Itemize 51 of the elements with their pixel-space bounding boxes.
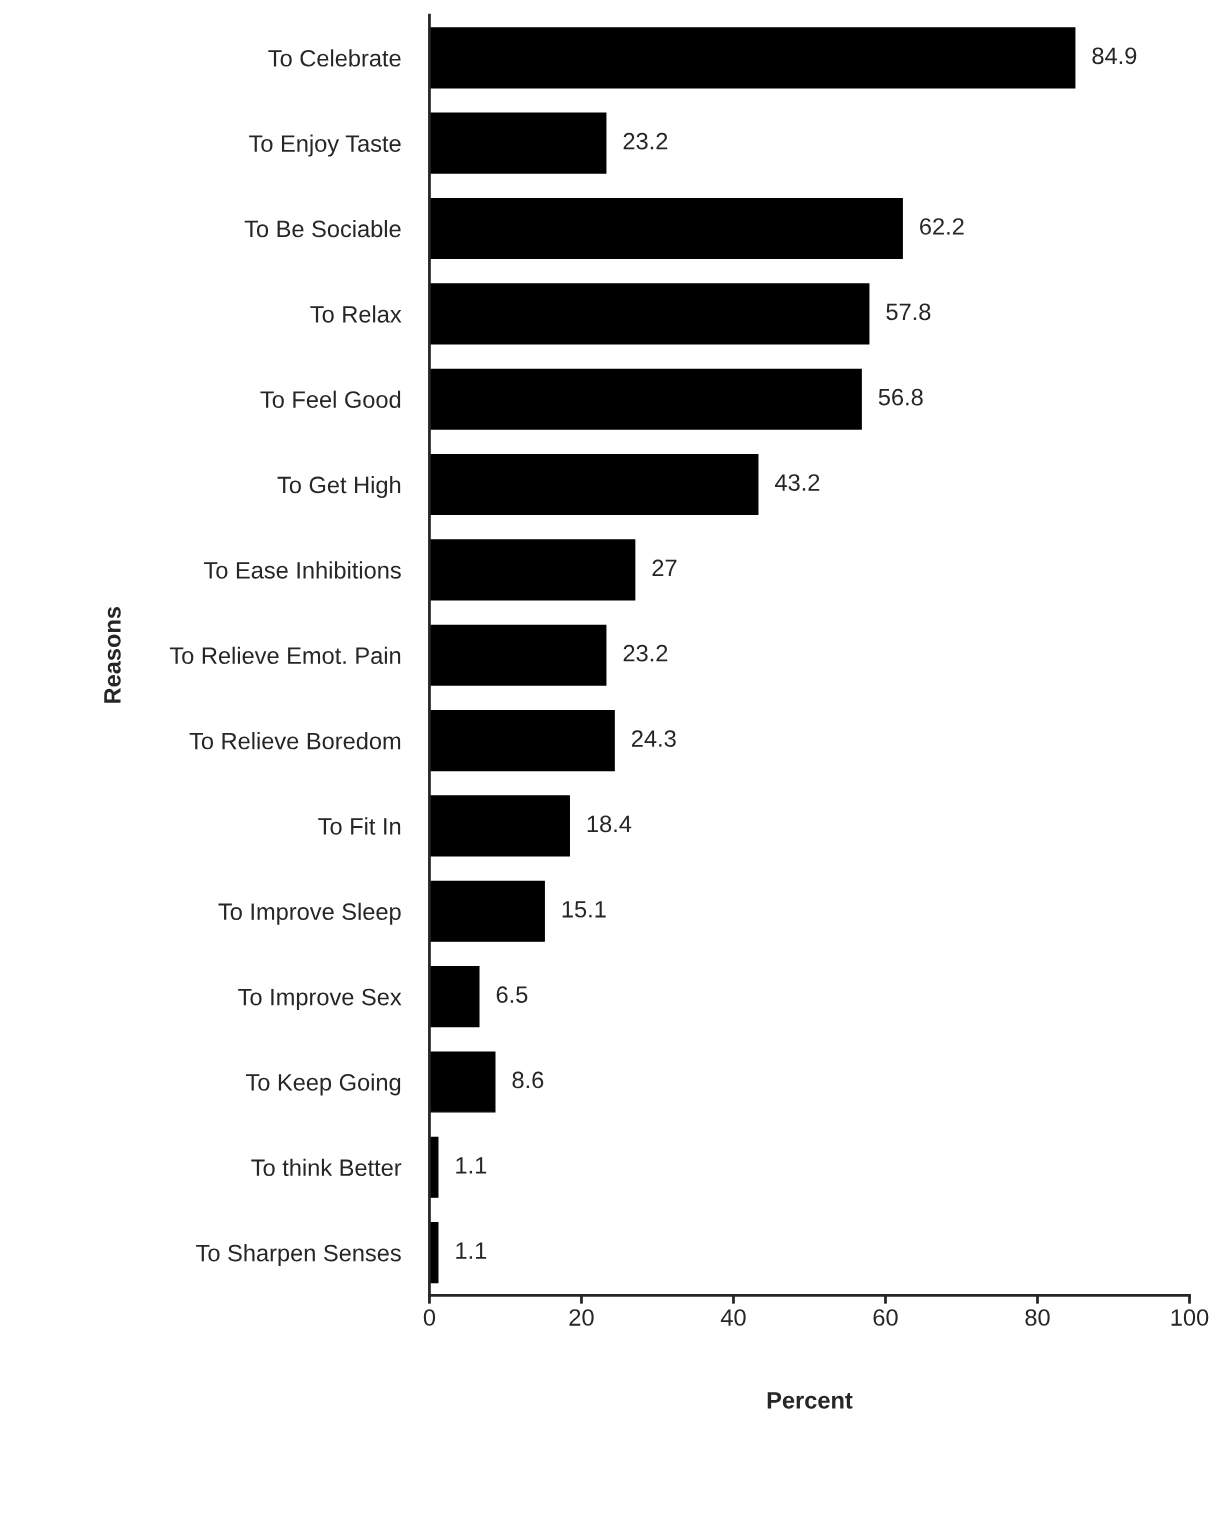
- y-axis-title: Reasons: [104, 606, 121, 703]
- y-tick-label: To Fit In: [318, 817, 401, 835]
- y-tick-label: To Relieve Emot. Pain: [169, 646, 401, 665]
- y-tick-label: To Celebrate: [268, 49, 401, 67]
- y-tick-label: To think Better: [251, 1158, 402, 1177]
- x-tick-label: 100: [1171, 1309, 1209, 1326]
- y-tick-label: To Sharpen Senses: [196, 1244, 401, 1267]
- y-tick-label: To Be Sociable: [244, 219, 401, 238]
- x-axis-title: Percent: [767, 1392, 853, 1409]
- bar: [429, 1051, 496, 1113]
- x-tick-label: 60: [873, 1309, 898, 1326]
- y-tick-label: To Relax: [310, 305, 402, 323]
- data-label: 15.1: [562, 901, 606, 918]
- bar: [429, 966, 480, 1028]
- y-tick-label: To Get High: [277, 475, 401, 498]
- bar: [429, 880, 545, 942]
- data-label: 43.2: [774, 474, 820, 491]
- data-label: 23.2: [623, 644, 668, 662]
- data-label: 1.1: [456, 1242, 487, 1259]
- data-label: 56.8: [878, 388, 923, 406]
- y-tick-label: To Improve Sex: [238, 988, 402, 1011]
- data-label: 1.1: [456, 1157, 487, 1174]
- data-label: 24.3: [631, 730, 676, 747]
- x-tick-label: 80: [1025, 1309, 1050, 1326]
- y-tick-label: To Feel Good: [260, 390, 401, 408]
- data-label: 23.2: [623, 132, 668, 150]
- data-label: 62.2: [920, 218, 964, 235]
- x-tick-label: 20: [569, 1309, 594, 1326]
- bar: [429, 453, 759, 516]
- data-label: 27: [652, 559, 677, 576]
- data-label: 18.4: [587, 815, 632, 833]
- data-label: 57.8: [886, 303, 931, 321]
- y-tick-label: To Enjoy Taste: [249, 134, 401, 157]
- data-label: 6.5: [496, 986, 528, 1003]
- bar: [429, 368, 862, 430]
- y-tick-label: To Keep Going: [246, 1073, 401, 1096]
- y-tick-label: To Ease Inhibitions: [204, 561, 401, 579]
- y-tick-label: To Relieve Boredom: [189, 732, 401, 750]
- bar: [429, 795, 570, 857]
- bar: [429, 197, 903, 260]
- x-tick-label: 40: [720, 1309, 746, 1326]
- y-tick-label: To Improve Sleep: [218, 902, 401, 925]
- data-label: 84.9: [1092, 47, 1137, 65]
- bar: [429, 283, 870, 345]
- data-label: 8.6: [512, 1071, 544, 1089]
- bar: [429, 27, 1076, 89]
- bar: [429, 112, 607, 174]
- bar: [429, 624, 607, 686]
- x-tick-label: 0: [423, 1309, 436, 1326]
- bar: [429, 539, 636, 601]
- bar: [429, 710, 615, 772]
